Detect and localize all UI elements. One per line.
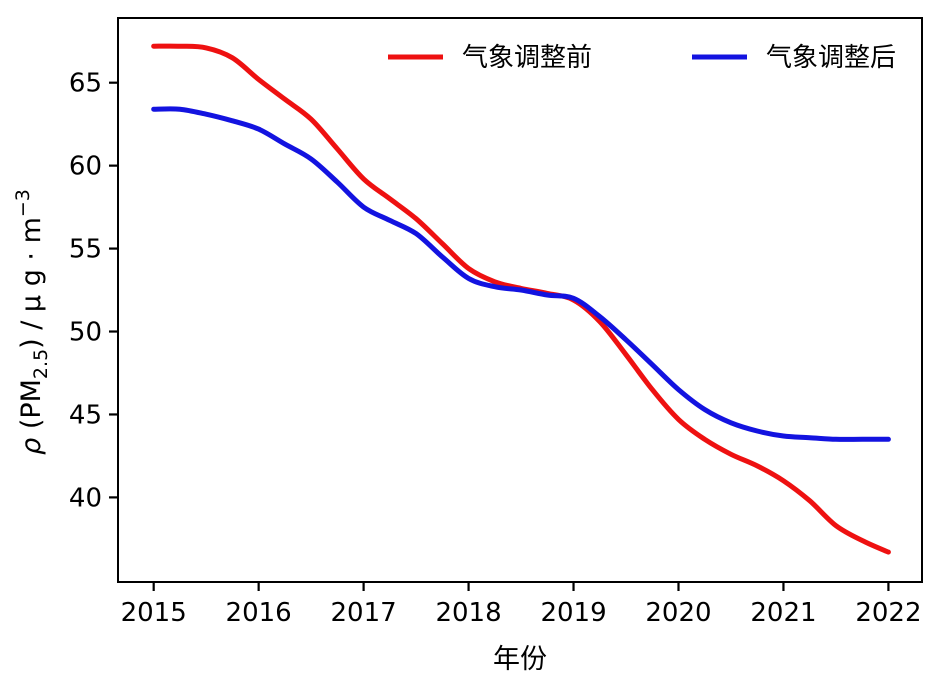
x-tick-label: 2019 — [540, 598, 606, 628]
y-tick-label: 40 — [69, 483, 102, 513]
y-tick-label: 45 — [69, 400, 102, 430]
line-before-adjustment — [151, 43, 891, 555]
legend-label-after-adjustment: 气象调整后 — [766, 43, 896, 73]
x-tick-label: 2018 — [435, 598, 501, 628]
y-axis-label-segment: −3 — [12, 189, 34, 217]
y-tick-label: 60 — [69, 152, 102, 182]
x-tick-label: 2016 — [226, 598, 292, 628]
x-tick-label: 2017 — [331, 598, 397, 628]
legend-label-before-adjustment: 气象调整前 — [462, 43, 592, 73]
x-axis-label: 年份 — [493, 644, 547, 675]
x-tick-label: 2022 — [855, 598, 921, 628]
x-tick-label: 2020 — [645, 598, 711, 628]
y-axis-label-segment: ) / μ g · m — [16, 217, 47, 349]
x-tick-label: 2015 — [121, 598, 187, 628]
y-axis-label: ρ (PM2.5) / μ g · m−3 — [12, 189, 52, 455]
line-after-adjustment — [151, 106, 891, 442]
plot-frame — [117, 17, 923, 583]
y-tick-label: 50 — [69, 318, 102, 348]
y-axis-label-segment: ρ — [16, 438, 47, 455]
y-tick-label: 65 — [69, 69, 102, 99]
x-tick-label: 2021 — [750, 598, 816, 628]
y-axis-label-segment: (PM — [16, 379, 47, 438]
y-tick-label: 55 — [69, 235, 102, 265]
y-axis-label-segment: 2.5 — [30, 349, 52, 379]
